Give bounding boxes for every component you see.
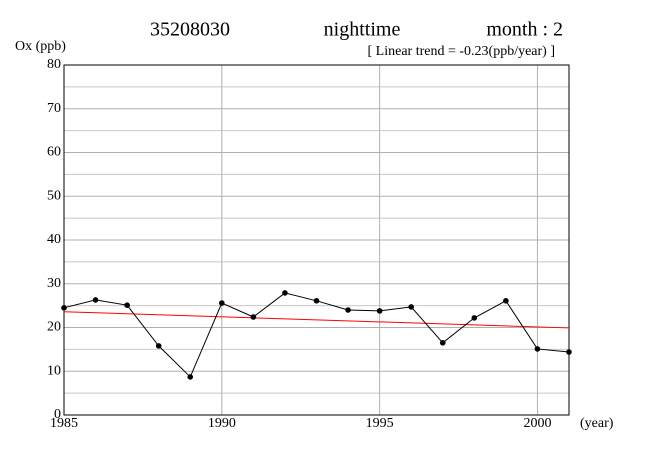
y-tick-label: 80 — [47, 57, 61, 72]
x-tick-label: 1995 — [366, 416, 394, 431]
plot-frame — [63, 64, 570, 416]
data-point — [439, 340, 446, 346]
data-point — [250, 314, 257, 320]
y-tick-label: 60 — [47, 145, 61, 160]
data-point — [345, 307, 351, 313]
data-point — [408, 304, 414, 310]
x-tick-label: 2000 — [523, 416, 551, 431]
y-tick-label: 70 — [47, 101, 61, 116]
y-tick-label: 20 — [47, 320, 61, 335]
data-point — [282, 290, 288, 296]
x-tick-label: 1985 — [50, 416, 78, 431]
data-point — [376, 308, 383, 314]
subtitle: [ Linear trend = -0.23(ppb/year) ] — [368, 44, 555, 59]
data-point — [503, 298, 509, 304]
data-point — [566, 349, 572, 355]
y-axis-label: Ox (ppb) — [15, 39, 66, 54]
x-axis-label: (year) — [580, 416, 614, 431]
data-point — [534, 346, 541, 352]
data-point — [61, 305, 67, 311]
period: nighttime — [324, 19, 401, 41]
data-point — [187, 374, 194, 380]
y-tick-label: 10 — [47, 363, 61, 378]
x-tick-label: 1990 — [208, 416, 236, 431]
data-point — [219, 300, 225, 306]
data-point — [92, 297, 99, 303]
trend-line — [63, 311, 570, 329]
station-id: 35208030 — [150, 19, 230, 41]
data-point — [313, 298, 320, 304]
data-point — [471, 315, 478, 321]
y-tick-label: 40 — [47, 232, 61, 247]
y-tick-label: 50 — [47, 188, 61, 203]
data-point — [124, 302, 130, 308]
y-tick-label: 30 — [47, 276, 61, 291]
y-tick-label: 0 — [54, 407, 61, 422]
data-point — [155, 343, 162, 349]
month: month : 2 — [486, 19, 563, 41]
